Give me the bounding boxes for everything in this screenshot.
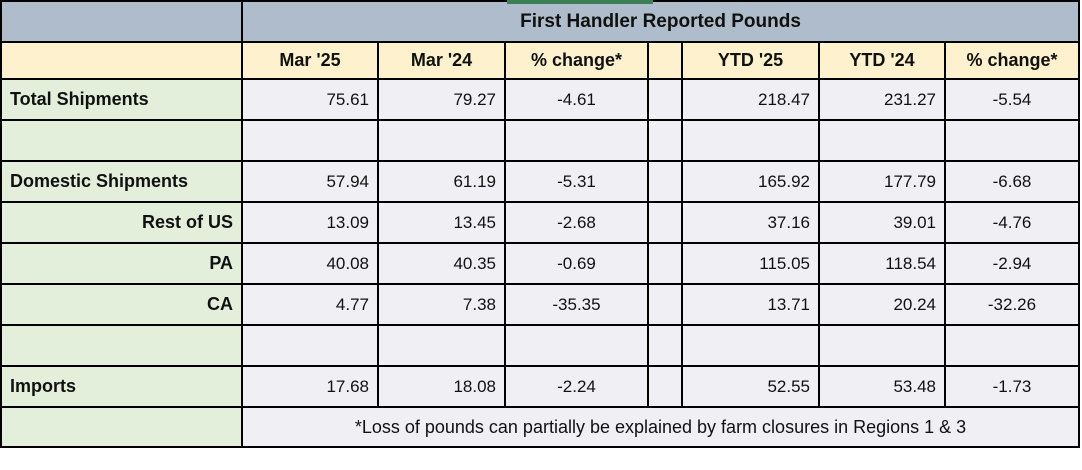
table-cell: 231.27 [818,78,946,121]
first-handler-table: First Handler Reported Pounds Mar '25 Ma… [0,0,1080,448]
table-cell: 61.19 [377,160,506,203]
table-cell: 57.94 [241,160,379,203]
table-cell: 115.05 [681,242,820,285]
green-accent-bar [507,0,653,4]
table-cell [504,324,649,367]
column-header-ytd24: YTD '24 [818,41,946,80]
table-cell: -5.54 [944,78,1080,121]
row-label-total-shipments: Total Shipments [0,78,243,121]
table-cell [818,119,946,162]
table-cell: -2.94 [944,242,1080,285]
spacer-cell [647,201,683,244]
table-cell: 40.35 [377,242,506,285]
table-cell [681,119,820,162]
table-cell: 4.77 [241,283,379,326]
table-cell: 218.47 [681,78,820,121]
column-header-pct-change-month: % change* [504,41,649,80]
table-cell: -2.24 [504,365,649,408]
table-cell: 52.55 [681,365,820,408]
spacer-cell [647,242,683,285]
table-cell: 165.92 [681,160,820,203]
table-cell: -1.73 [944,365,1080,408]
spacer-cell [647,78,683,121]
table-cell: 7.38 [377,283,506,326]
table-cell: 177.79 [818,160,946,203]
column-header-pct-change-ytd: % change* [944,41,1080,80]
spacer-cell [647,365,683,408]
table-cell: 37.16 [681,201,820,244]
spacer-cell [647,119,683,162]
table-cell: 75.61 [241,78,379,121]
row-label-pa: PA [0,242,243,285]
table-cell: 18.08 [377,365,506,408]
table-cell: -6.68 [944,160,1080,203]
footnote-row-label-blank [0,406,243,448]
table-cell: -4.76 [944,201,1080,244]
spacer-cell [647,283,683,326]
table-cell: -4.61 [504,78,649,121]
table-cell: 39.01 [818,201,946,244]
table-cell: -5.31 [504,160,649,203]
column-header-mar24: Mar '24 [377,41,506,80]
table-cell [377,119,506,162]
table-cell: -32.26 [944,283,1080,326]
row-label-rest-of-us: Rest of US [0,201,243,244]
table-cell: 40.08 [241,242,379,285]
column-header-blank [0,41,243,80]
row-label-ca: CA [0,283,243,326]
column-header-mar25: Mar '25 [241,41,379,80]
footnote: *Loss of pounds can partially be explain… [241,406,1080,448]
table-cell: 118.54 [818,242,946,285]
spacer-cell [647,160,683,203]
table-cell: 17.68 [241,365,379,408]
column-header-ytd25: YTD '25 [681,41,820,80]
table-cell: 13.71 [681,283,820,326]
table-cell [944,324,1080,367]
row-label-domestic-shipments: Domestic Shipments [0,160,243,203]
table-cell: -0.69 [504,242,649,285]
spacer-cell [647,324,683,367]
table-cell [504,119,649,162]
table-cell: 79.27 [377,78,506,121]
row-label-blank [0,324,243,367]
table-cell: -35.35 [504,283,649,326]
table-cell [944,119,1080,162]
row-label-imports: Imports [0,365,243,408]
corner-cell [0,0,243,43]
table-title: First Handler Reported Pounds [241,0,1080,43]
row-label-blank [0,119,243,162]
table-cell [241,324,379,367]
spacer-column-header [647,41,683,80]
table-cell: 20.24 [818,283,946,326]
table-cell: 13.45 [377,201,506,244]
table-cell: 53.48 [818,365,946,408]
table-cell [377,324,506,367]
table-cell [681,324,820,367]
table-cell: -2.68 [504,201,649,244]
table-cell: 13.09 [241,201,379,244]
table-cell [241,119,379,162]
table-cell [818,324,946,367]
